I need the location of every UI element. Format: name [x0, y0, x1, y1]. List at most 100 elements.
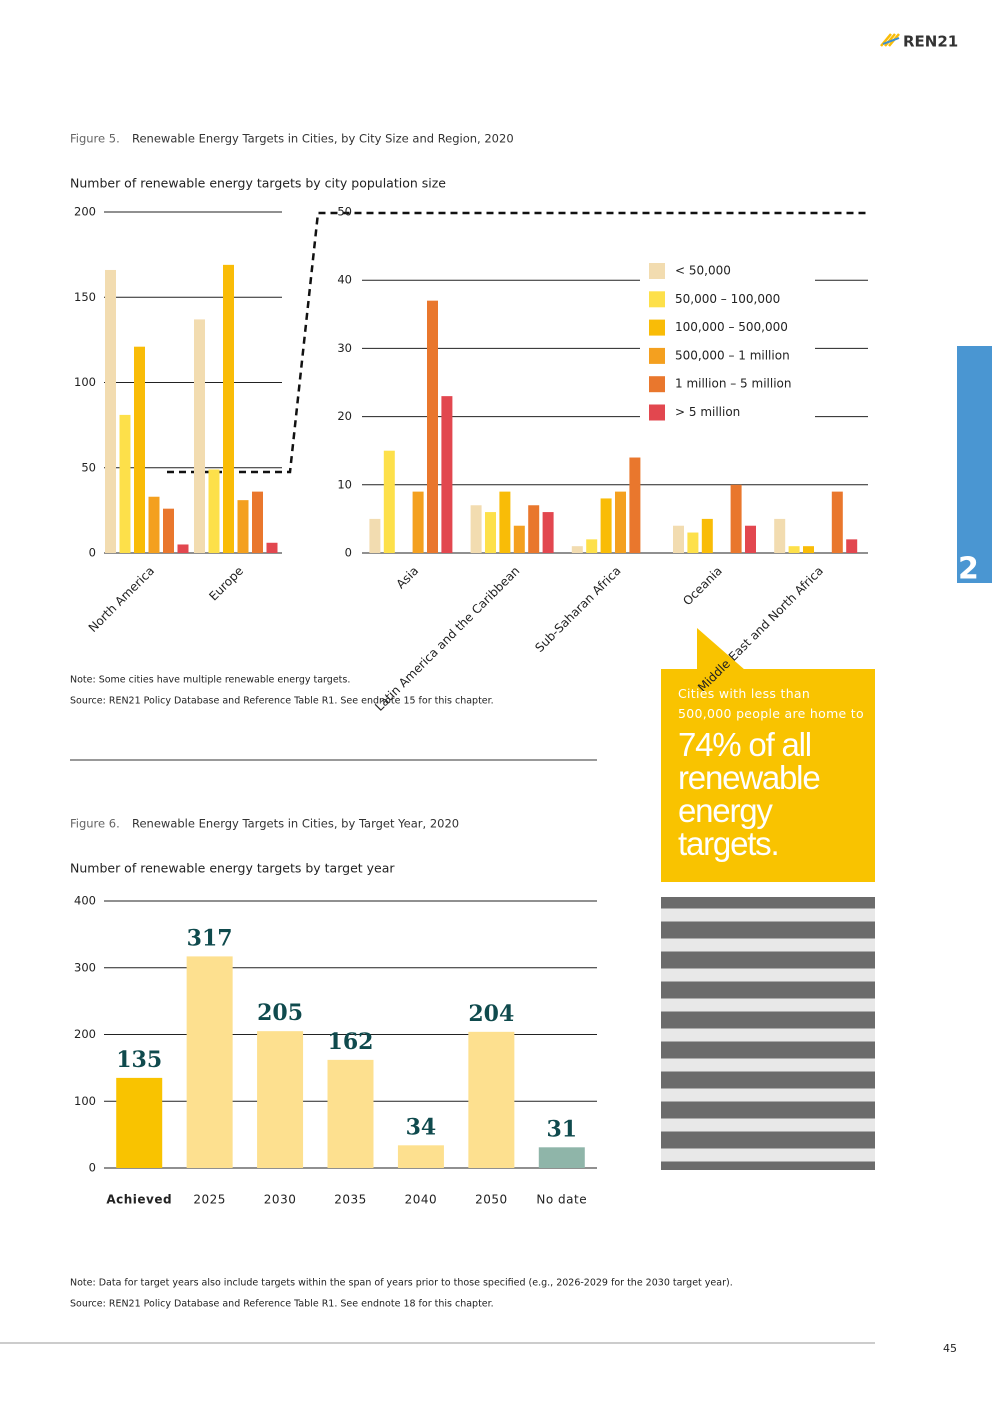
- value-label: 135: [116, 1047, 162, 1073]
- legend-swatch: [649, 263, 665, 279]
- legend-label: 50,000 – 100,000: [675, 292, 780, 306]
- y-tick-label: 200: [74, 205, 96, 219]
- bar: [134, 346, 145, 553]
- bar: [119, 414, 131, 553]
- value-label: 204: [468, 1001, 514, 1027]
- bar: [513, 525, 525, 553]
- y-tick-label: 0: [89, 546, 96, 560]
- bar: [499, 491, 511, 553]
- y-tick-label: 20: [337, 409, 352, 423]
- photo: [661, 897, 875, 1170]
- value-label: 162: [328, 1029, 374, 1055]
- note: Note: Data for target years also include…: [70, 1278, 733, 1289]
- y-tick-label: 100: [74, 1094, 96, 1108]
- y-tick-label: 150: [74, 290, 96, 304]
- callout: Cities with less than 500,000 people are…: [678, 684, 868, 860]
- x-tick-label: No date: [536, 1193, 587, 1207]
- bar: [571, 546, 583, 553]
- legend-label: < 50,000: [675, 264, 731, 278]
- value-label: 31: [546, 1116, 577, 1142]
- callout-lead: Cities with less than 500,000 people are…: [678, 686, 864, 721]
- x-tick-label: 2040: [405, 1193, 438, 1207]
- x-tick-label: 2030: [264, 1193, 297, 1207]
- note: Note: Some cities have multiple renewabl…: [70, 675, 350, 686]
- bar: [468, 1031, 515, 1168]
- legend-label: 1 million – 5 million: [675, 377, 791, 391]
- y-tick-label: 400: [74, 894, 96, 908]
- y-tick-label: 40: [337, 273, 352, 287]
- chapter-number: 2: [958, 552, 979, 587]
- x-tick-label: Latin America and the Caribbean: [372, 564, 522, 714]
- logo: REN21: [880, 33, 958, 51]
- bar: [538, 1147, 585, 1168]
- figure-label: Figure 5.: [70, 132, 120, 146]
- x-tick-label: Europe: [206, 564, 246, 604]
- chapter-tab: [957, 346, 992, 583]
- x-tick-label: Sub-Saharan Africa: [532, 564, 623, 655]
- bar: [441, 396, 453, 553]
- bar: [427, 300, 438, 553]
- bar: [163, 508, 174, 553]
- x-tick-label: Asia: [394, 564, 422, 592]
- bar: [629, 457, 641, 553]
- x-tick-label: 2025: [193, 1193, 226, 1207]
- source: Source: REN21 Policy Database and Refere…: [70, 1299, 494, 1310]
- bar: [687, 532, 699, 553]
- bar: [730, 484, 742, 553]
- value-label: 205: [257, 1000, 303, 1026]
- bar: [257, 1031, 304, 1168]
- bar: [266, 542, 278, 553]
- y-tick-label: 0: [89, 1161, 96, 1175]
- legend-swatch: [649, 347, 665, 364]
- bar: [116, 1077, 163, 1168]
- legend-label: > 5 million: [675, 405, 740, 419]
- y-tick-label: 30: [337, 341, 352, 355]
- bar: [186, 956, 233, 1168]
- figure-label: Figure 6.: [70, 817, 120, 831]
- legend-bg: [640, 255, 815, 425]
- bar: [586, 539, 598, 553]
- chart-subtitle: Number of renewable energy targets by ta…: [70, 861, 395, 876]
- legend-swatch: [649, 376, 665, 393]
- legend-swatch: [649, 319, 665, 336]
- bar: [412, 491, 424, 553]
- figure-title: Renewable Energy Targets in Cities, by T…: [132, 817, 459, 831]
- bar: [701, 518, 713, 553]
- x-tick-label: North America: [86, 564, 157, 635]
- page-number: 45: [943, 1342, 957, 1355]
- x-tick-label: Achieved: [106, 1193, 172, 1207]
- bar: [485, 512, 496, 553]
- bar: [105, 269, 116, 553]
- y-tick-label: 0: [345, 546, 352, 560]
- bar: [383, 450, 395, 553]
- y-tick-label: 50: [81, 460, 96, 474]
- bar: [803, 546, 814, 553]
- bar: [831, 491, 843, 553]
- bar: [745, 525, 756, 553]
- y-tick-label: 200: [74, 1027, 96, 1041]
- bar: [600, 498, 612, 553]
- callout-pointer: [697, 628, 745, 670]
- bar: [177, 544, 189, 553]
- bar: [252, 491, 263, 553]
- bar: [223, 264, 234, 553]
- bar: [788, 546, 800, 553]
- figure-title: Renewable Energy Targets in Cities, by C…: [132, 132, 514, 146]
- x-tick-label: Oceania: [680, 564, 725, 609]
- legend-swatch: [649, 404, 665, 421]
- x-tick-label: 2035: [334, 1193, 367, 1207]
- y-tick-label: 50: [337, 205, 352, 219]
- callout-box: [661, 669, 875, 882]
- bar: [208, 469, 220, 553]
- bar: [528, 505, 540, 553]
- legend-label: 500,000 – 1 million: [675, 348, 790, 362]
- source: Source: REN21 Policy Database and Refere…: [70, 696, 494, 707]
- bar: [237, 500, 249, 553]
- logo-icon: [882, 37, 900, 45]
- legend-label: 100,000 – 500,000: [675, 320, 788, 334]
- chart-subtitle: Number of renewable energy targets by ci…: [70, 176, 446, 191]
- photo-stripes: [661, 908, 875, 1162]
- logo-text: REN21: [903, 33, 958, 51]
- bar: [615, 491, 626, 553]
